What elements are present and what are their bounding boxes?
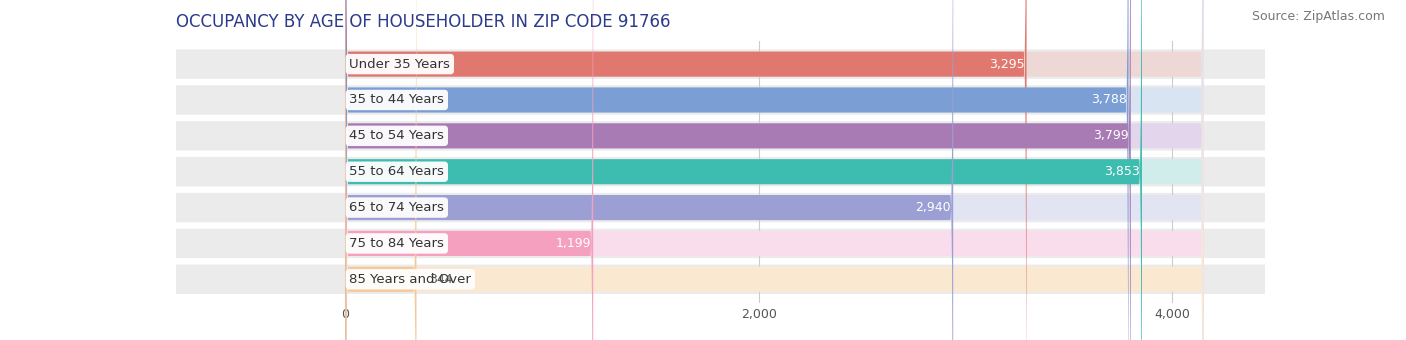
Text: 55 to 64 Years: 55 to 64 Years bbox=[350, 165, 444, 178]
FancyBboxPatch shape bbox=[346, 0, 416, 340]
FancyBboxPatch shape bbox=[346, 0, 1204, 340]
FancyBboxPatch shape bbox=[346, 0, 1130, 340]
Text: 3,295: 3,295 bbox=[988, 57, 1025, 71]
Text: Under 35 Years: Under 35 Years bbox=[350, 57, 450, 71]
FancyBboxPatch shape bbox=[176, 49, 1286, 79]
FancyBboxPatch shape bbox=[346, 0, 1129, 340]
Text: Source: ZipAtlas.com: Source: ZipAtlas.com bbox=[1251, 10, 1385, 23]
FancyBboxPatch shape bbox=[346, 0, 1204, 340]
FancyBboxPatch shape bbox=[346, 0, 953, 340]
FancyBboxPatch shape bbox=[176, 229, 1286, 258]
FancyBboxPatch shape bbox=[346, 0, 1204, 340]
FancyBboxPatch shape bbox=[346, 0, 1204, 340]
FancyBboxPatch shape bbox=[176, 85, 1286, 115]
FancyBboxPatch shape bbox=[346, 0, 1204, 340]
Text: 2,940: 2,940 bbox=[915, 201, 950, 214]
Text: 3,853: 3,853 bbox=[1104, 165, 1140, 178]
FancyBboxPatch shape bbox=[176, 265, 1286, 294]
FancyBboxPatch shape bbox=[346, 0, 593, 340]
FancyBboxPatch shape bbox=[346, 0, 1204, 340]
Text: 1,199: 1,199 bbox=[555, 237, 591, 250]
Text: OCCUPANCY BY AGE OF HOUSEHOLDER IN ZIP CODE 91766: OCCUPANCY BY AGE OF HOUSEHOLDER IN ZIP C… bbox=[176, 13, 671, 31]
Text: 85 Years and Over: 85 Years and Over bbox=[350, 273, 471, 286]
Text: 75 to 84 Years: 75 to 84 Years bbox=[350, 237, 444, 250]
FancyBboxPatch shape bbox=[176, 193, 1286, 222]
Text: 35 to 44 Years: 35 to 44 Years bbox=[350, 94, 444, 106]
FancyBboxPatch shape bbox=[346, 0, 1204, 340]
Text: 3,799: 3,799 bbox=[1092, 129, 1129, 142]
Text: 65 to 74 Years: 65 to 74 Years bbox=[350, 201, 444, 214]
Text: 45 to 54 Years: 45 to 54 Years bbox=[350, 129, 444, 142]
FancyBboxPatch shape bbox=[176, 121, 1286, 151]
FancyBboxPatch shape bbox=[176, 157, 1286, 186]
FancyBboxPatch shape bbox=[346, 0, 1142, 340]
Text: 3,788: 3,788 bbox=[1091, 94, 1126, 106]
Text: 344: 344 bbox=[429, 273, 453, 286]
FancyBboxPatch shape bbox=[346, 0, 1026, 340]
